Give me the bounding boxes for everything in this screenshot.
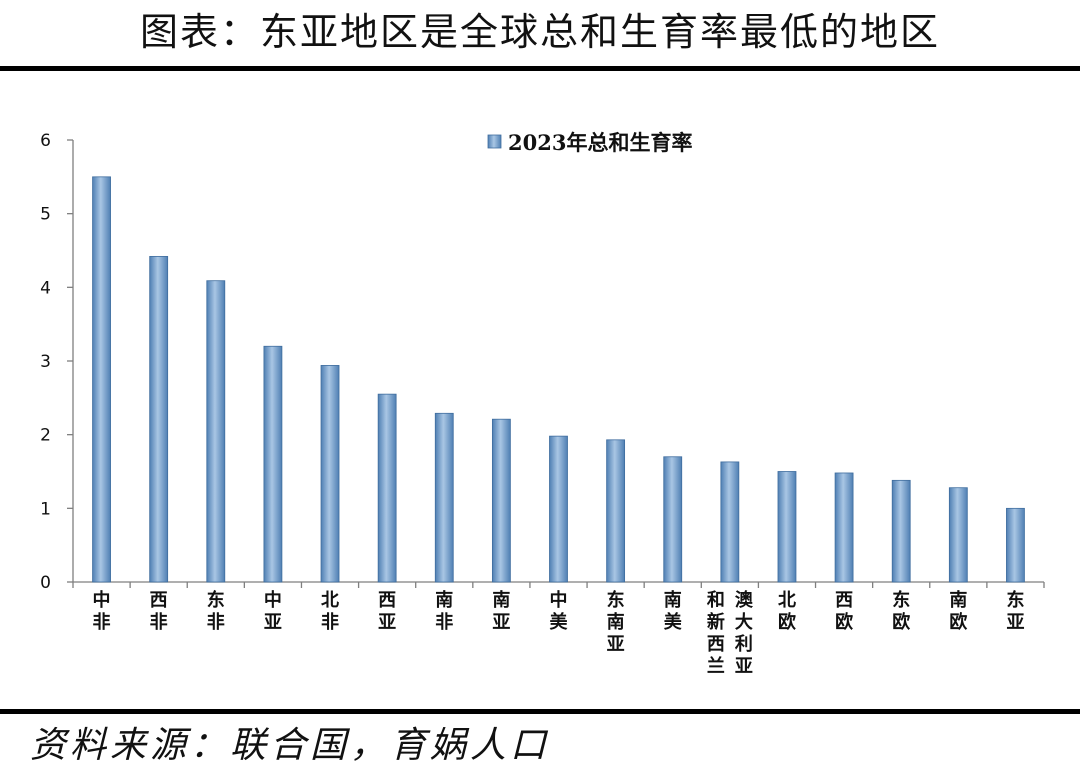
x-tick-char: 欧 [892,611,910,633]
x-tick-char: 亚 [1006,612,1024,633]
bar [834,472,854,583]
bar [377,393,397,583]
x-tick-char: 南 [949,589,967,611]
x-tick-label: 南亚 [492,589,510,633]
x-tick-label: 西欧 [835,590,853,633]
page-title: 图表：东亚地区是全球总和生育率最低的地区 [139,10,940,54]
x-tick-char: 亚 [735,656,753,677]
bar [434,412,454,583]
x-tick-char: 东 [207,589,225,611]
x-tick-char: 南 [664,589,682,611]
x-tick-char: 东 [892,589,910,611]
x-tick-char: 西 [150,590,168,611]
x-tick-char: 美 [664,611,682,633]
source-note: 资料来源：联合国，育娲人口 [30,725,551,766]
bar [92,176,111,583]
x-tick-char: 非 [435,611,453,633]
x-tick-char: 亚 [607,634,625,655]
x-tick-char: 南 [492,589,510,611]
x-tick-char: 中 [550,589,568,611]
x-tick-char: 非 [93,611,111,633]
bar [720,461,740,583]
x-tick-label: 西亚 [378,590,396,633]
x-tick-char: 欧 [835,611,853,633]
y-tick-label: 4 [40,278,51,298]
x-tick-char: 亚 [264,612,282,633]
y-tick-label: 6 [40,131,51,151]
bar [491,418,511,583]
x-tick-label: 中亚 [264,589,282,633]
x-tick-label: 中非 [93,589,111,633]
x-tick-char: 亚 [378,612,396,633]
x-tick-char: 南 [435,589,453,611]
x-tick-label: 南美 [664,589,682,633]
x-tick-char: 西 [707,634,725,655]
legend-swatch [487,134,502,149]
x-tick-char: 非 [321,611,339,633]
x-tick-label: 南非 [435,589,453,633]
x-tick-label: 东南亚 [607,589,625,655]
x-tick-label: 东非 [207,589,225,633]
x-tick-char: 非 [207,611,225,633]
x-tick-char: 东 [1006,589,1024,611]
x-tick-char: 和 [707,590,725,611]
y-tick-label: 1 [40,499,51,519]
bar [263,345,283,583]
bar [606,439,626,583]
bar [320,365,340,583]
y-tick-label: 5 [40,205,51,225]
x-tick-label: 西非 [150,590,168,633]
x-tick-label: 北欧 [778,590,796,633]
x-tick-char: 欧 [778,611,796,633]
x-tick-char: 欧 [949,611,967,633]
bar [663,456,683,583]
x-tick-char: 北 [321,590,339,611]
x-tick-char: 东 [607,589,625,611]
bar [777,471,797,583]
footer-divider [0,709,1080,714]
x-tick-char: 南 [607,611,625,633]
x-tick-char: 北 [778,590,796,611]
bar [549,435,568,583]
x-tick-char: 亚 [492,612,510,633]
bar [1006,507,1025,583]
legend-label: 2023年总和生育率 [508,130,692,155]
x-tick-char: 大 [735,611,753,633]
x-tick-char: 兰 [707,655,725,677]
x-tick-char: 利 [735,633,753,655]
y-tick-label: 0 [40,573,51,593]
x-tick-char: 美 [550,611,568,633]
bar [891,479,911,583]
x-tick-char: 非 [150,611,168,633]
x-tick-label: 中美 [550,589,568,633]
x-tick-char: 新 [707,611,725,633]
x-tick-char: 中 [93,589,111,611]
x-tick-char: 澳 [735,589,754,611]
x-tick-char: 中 [264,589,282,611]
y-tick-label: 3 [40,352,51,372]
bar [149,255,169,583]
x-tick-label: 南欧 [949,589,967,633]
bar [206,280,226,583]
title-divider [0,66,1080,71]
x-tick-char: 西 [835,590,853,611]
bar [948,487,968,583]
y-tick-label: 2 [40,426,51,446]
x-tick-label: 东亚 [1006,589,1024,633]
x-tick-char: 西 [378,590,396,611]
x-tick-label: 东欧 [892,589,910,633]
x-tick-label: 北非 [321,590,339,633]
